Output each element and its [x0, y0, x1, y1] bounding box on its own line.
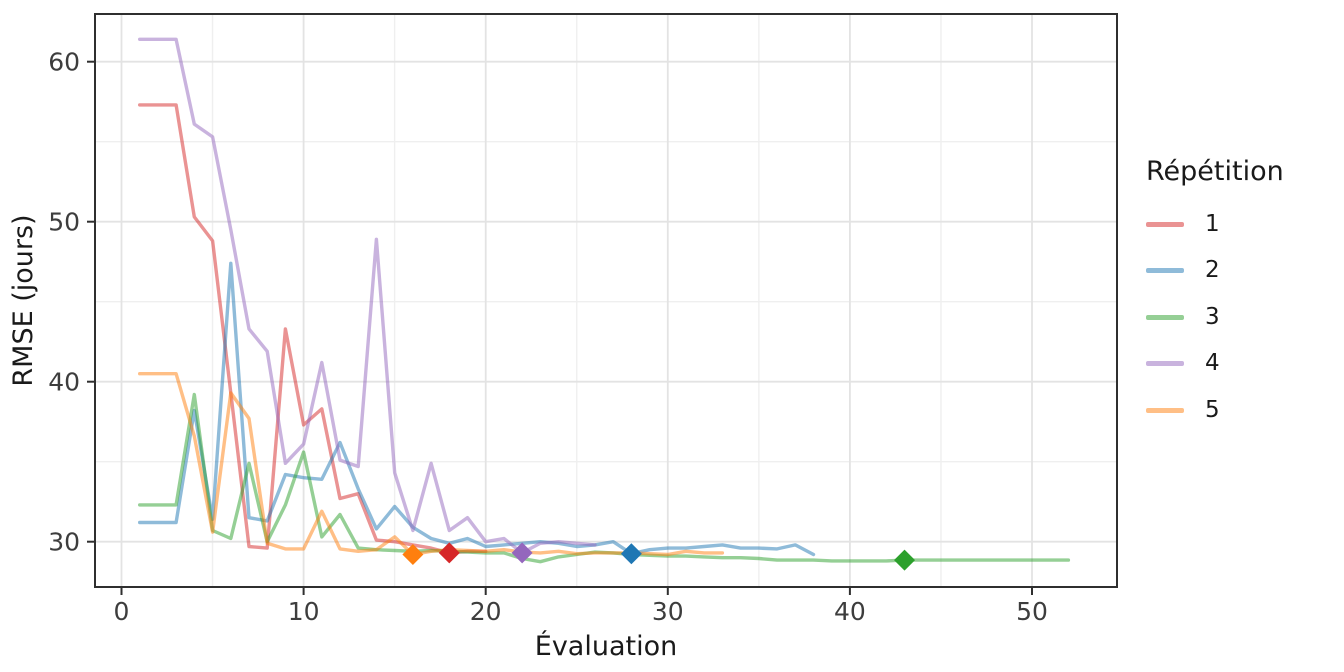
series-line-repetition-2 [137, 261, 816, 557]
best-point-marker-repetition-3 [894, 549, 916, 571]
best-point-marker-repetition-5 [402, 544, 424, 565]
legend-swatch-repetition-5 [1146, 407, 1184, 413]
legend-swatch-repetition-1 [1146, 221, 1184, 227]
legend-label-repetition-4: 4 [1205, 350, 1220, 377]
legend-title: Répétition [1146, 156, 1284, 187]
series-lines [137, 37, 1071, 564]
legend-item-repetition-4: 4 [1146, 341, 1336, 388]
legend-item-repetition-5: 5 [1146, 387, 1336, 434]
best-point-marker-repetition-1 [438, 542, 460, 564]
minor-gridlines [95, 14, 1117, 587]
best-point-marker-repetition-2 [620, 543, 642, 565]
best-point-markers [402, 542, 916, 571]
legend-label-repetition-1: 1 [1205, 210, 1220, 237]
x-axis-title: Évaluation [535, 630, 677, 662]
legend-swatch-repetition-3 [1146, 314, 1184, 320]
y-tick-label: 50 [48, 208, 80, 237]
legend-swatch-repetition-2 [1146, 268, 1184, 274]
y-tick-label: 60 [48, 48, 80, 77]
legend-item-repetition-2: 2 [1146, 248, 1336, 295]
legend: Répétition 1 2 3 4 5 [1146, 156, 1336, 434]
series-line-repetition-1 [137, 103, 488, 555]
y-tick-label: 40 [48, 368, 80, 397]
x-tick-label: 20 [470, 597, 502, 626]
x-tick-label: 0 [114, 597, 130, 626]
legend-item-repetition-3: 3 [1146, 294, 1336, 341]
y-tick-labels: 30 40 50 60 [48, 48, 80, 557]
x-tick-label: 50 [1016, 597, 1048, 626]
y-axis-title: RMSE (jours) [8, 214, 39, 386]
legend-swatch-repetition-4 [1146, 361, 1184, 367]
x-tick-label: 40 [834, 597, 866, 626]
legend-label-repetition-5: 5 [1205, 396, 1220, 423]
x-tick-labels: 0 10 20 30 40 50 [114, 597, 1048, 626]
legend-item-repetition-1: 1 [1146, 201, 1336, 248]
legend-label-repetition-3: 3 [1205, 303, 1220, 330]
y-tick-label: 30 [48, 528, 80, 557]
x-tick-label: 30 [652, 597, 684, 626]
legend-label-repetition-2: 2 [1205, 257, 1220, 284]
major-gridlines [95, 14, 1117, 587]
x-tick-label: 10 [288, 597, 320, 626]
axis-ticks [87, 60, 1033, 595]
plot-panel-border [94, 13, 1118, 588]
best-point-marker-repetition-4 [511, 542, 533, 564]
series-line-repetition-4 [137, 37, 597, 555]
